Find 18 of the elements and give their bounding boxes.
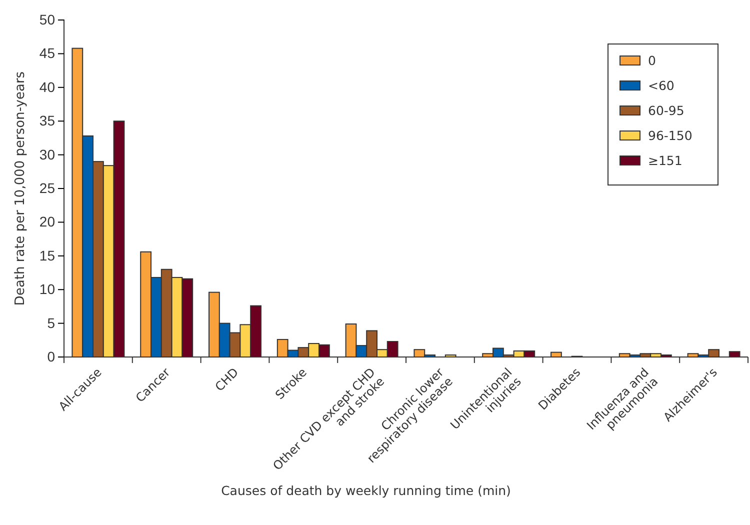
y-tick-label: 25: [39, 180, 56, 196]
y-tick-label: 15: [39, 247, 56, 264]
y-tick-label: 45: [39, 45, 56, 62]
y-tick-label: 50: [39, 11, 56, 28]
y-tick-label: 10: [39, 281, 56, 298]
legend-label: 60-95: [648, 103, 684, 118]
legend-label: <60: [648, 78, 674, 93]
y-axis-title: Death rate per 10,000 person-years: [13, 71, 28, 306]
legend-label: ≥151: [648, 153, 682, 168]
y-tick-label: 0: [47, 348, 56, 364]
y-tick-label: 40: [39, 78, 56, 95]
y-tick-label: 30: [39, 146, 56, 162]
x-axis-title: Causes of death by weekly running time (min): [221, 483, 511, 498]
y-tick-label: 35: [39, 112, 56, 129]
legend-label: 0: [648, 53, 656, 68]
y-tick-label: 20: [39, 214, 56, 230]
legend-label: 96-150: [648, 128, 692, 143]
y-tick-label: 5: [47, 314, 56, 331]
